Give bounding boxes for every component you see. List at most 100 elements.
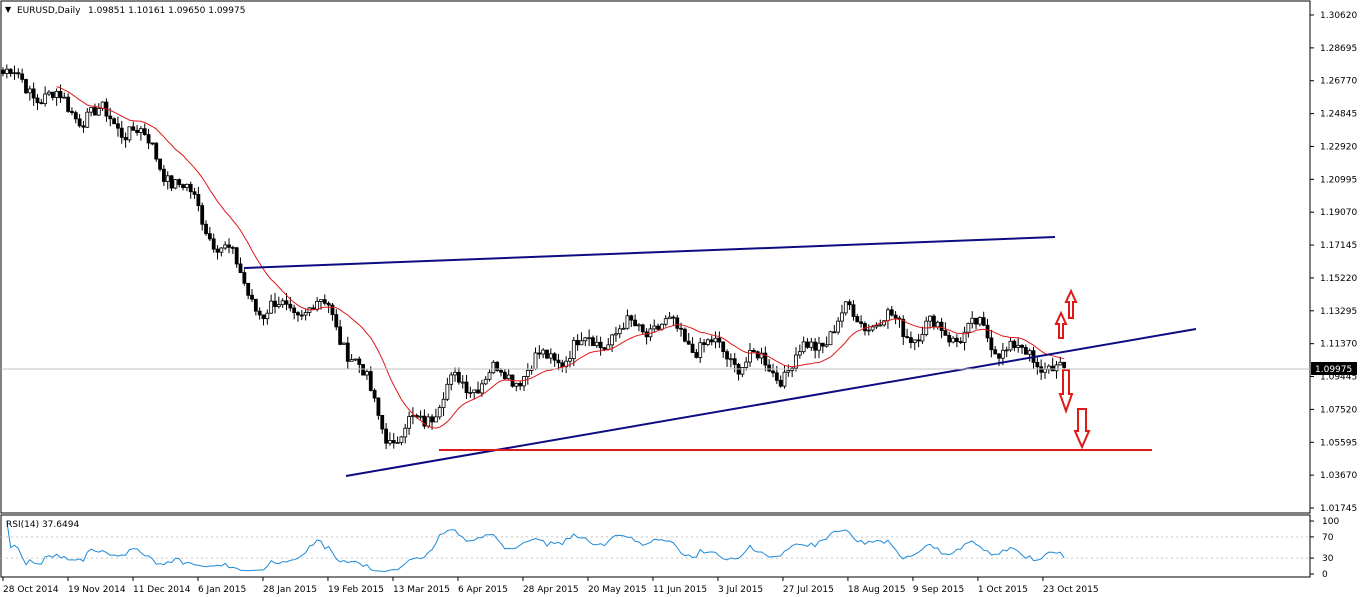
date-tick-label: 11 Dec 2014 (133, 585, 191, 595)
candle-body (797, 351, 802, 356)
candle-body (227, 244, 231, 248)
candle-body (997, 353, 1001, 359)
candle-body (771, 370, 775, 374)
date-tick-label: 18 Aug 2015 (848, 585, 906, 595)
date-tick-label: 23 Oct 2015 (1043, 585, 1099, 595)
candle-body (188, 183, 193, 193)
candle-body (219, 247, 224, 253)
candle-body (744, 361, 749, 368)
candle-body (135, 129, 139, 133)
candle-body (257, 310, 262, 316)
candle-body (725, 351, 729, 360)
candle-body (575, 339, 580, 346)
candle-body (433, 416, 438, 423)
rsi-tick-label: 70 (1322, 533, 1334, 543)
candle-body (131, 126, 136, 131)
candle-body (637, 324, 641, 327)
candle-body (12, 72, 17, 75)
candle-body (525, 370, 530, 377)
candle-body (146, 134, 151, 144)
candle-body (142, 128, 147, 135)
candle-body (468, 392, 473, 394)
candle-body (1020, 344, 1024, 348)
candle-body (315, 301, 320, 310)
price-panel (0, 0, 1311, 514)
moving-average-line (56, 86, 1065, 429)
candle-body (119, 127, 124, 138)
candle-body (705, 339, 710, 346)
candle-body (426, 416, 431, 427)
candle-body (974, 317, 978, 325)
candle-body (656, 325, 660, 330)
price-tick-label: 1.26770 (1320, 77, 1357, 87)
candle-body (161, 168, 166, 182)
candle-body (713, 337, 718, 343)
candle-body (556, 359, 561, 364)
candle-body (541, 349, 546, 355)
candle-body (284, 300, 289, 305)
candle-body (1016, 344, 1021, 348)
candle-body (1039, 366, 1044, 373)
candle-body (751, 350, 756, 353)
candle-body (154, 142, 159, 160)
date-tick-label: 19 Feb 2015 (328, 585, 384, 595)
candle-body (77, 118, 82, 127)
candle-body (253, 298, 258, 312)
price-tick-label: 1.13295 (1320, 307, 1357, 317)
candle-body (66, 96, 71, 112)
candle-body (840, 312, 844, 322)
candle-body (196, 194, 201, 207)
candle-body (322, 299, 327, 304)
candle-body (207, 233, 212, 240)
price-tick-label: 1.20995 (1320, 175, 1357, 185)
candle-body (204, 223, 208, 235)
up-arrow-2 (1064, 288, 1078, 319)
menu-chevron-icon[interactable]: ▼ (5, 5, 12, 14)
candle-body (265, 312, 270, 320)
candle-body (411, 415, 415, 417)
date-tick-label: 27 Jul 2015 (783, 585, 834, 595)
candle-body (491, 361, 496, 374)
date-tick-label: 6 Jan 2015 (198, 585, 246, 595)
candle-body (602, 347, 607, 350)
candle-body (299, 314, 304, 317)
price-tick-label: 1.17145 (1320, 241, 1357, 251)
candle-body (817, 342, 821, 351)
candle-body (698, 342, 703, 358)
candle-body (667, 316, 672, 320)
candle-body (296, 312, 300, 316)
candle-body (1058, 361, 1063, 366)
candle-body (1, 69, 5, 74)
candle-body (755, 351, 760, 359)
candle-body (1035, 361, 1040, 368)
candle-body (794, 354, 798, 369)
candle-body (932, 315, 936, 328)
candle-body (238, 263, 243, 273)
candle-body (35, 97, 40, 104)
candle-body (303, 311, 308, 316)
candle-body (441, 398, 446, 408)
candle-body (805, 341, 810, 348)
candle-body (1054, 364, 1059, 372)
rsi-title: RSI(14) 37.6494 (6, 520, 79, 530)
candle-body (476, 389, 480, 394)
candle-body (863, 323, 867, 332)
candle-body (537, 352, 542, 355)
candle-body (177, 179, 182, 185)
date-tick-label: 1 Oct 2015 (978, 585, 1028, 595)
candle-body (606, 344, 611, 350)
candle-body (610, 334, 615, 346)
price-tick-label: 1.15220 (1320, 274, 1357, 284)
candle-body (579, 340, 584, 346)
date-tick-label: 6 Apr 2015 (458, 585, 508, 595)
candle-body (625, 315, 630, 329)
candle-body (878, 324, 883, 327)
candle-body (518, 382, 523, 387)
candle-body (828, 331, 833, 346)
candle-body (820, 342, 825, 347)
candle-body (357, 358, 362, 365)
candle-body (859, 321, 864, 324)
candle-body (721, 341, 726, 353)
candle-body (62, 96, 67, 99)
candle-body (939, 321, 944, 331)
